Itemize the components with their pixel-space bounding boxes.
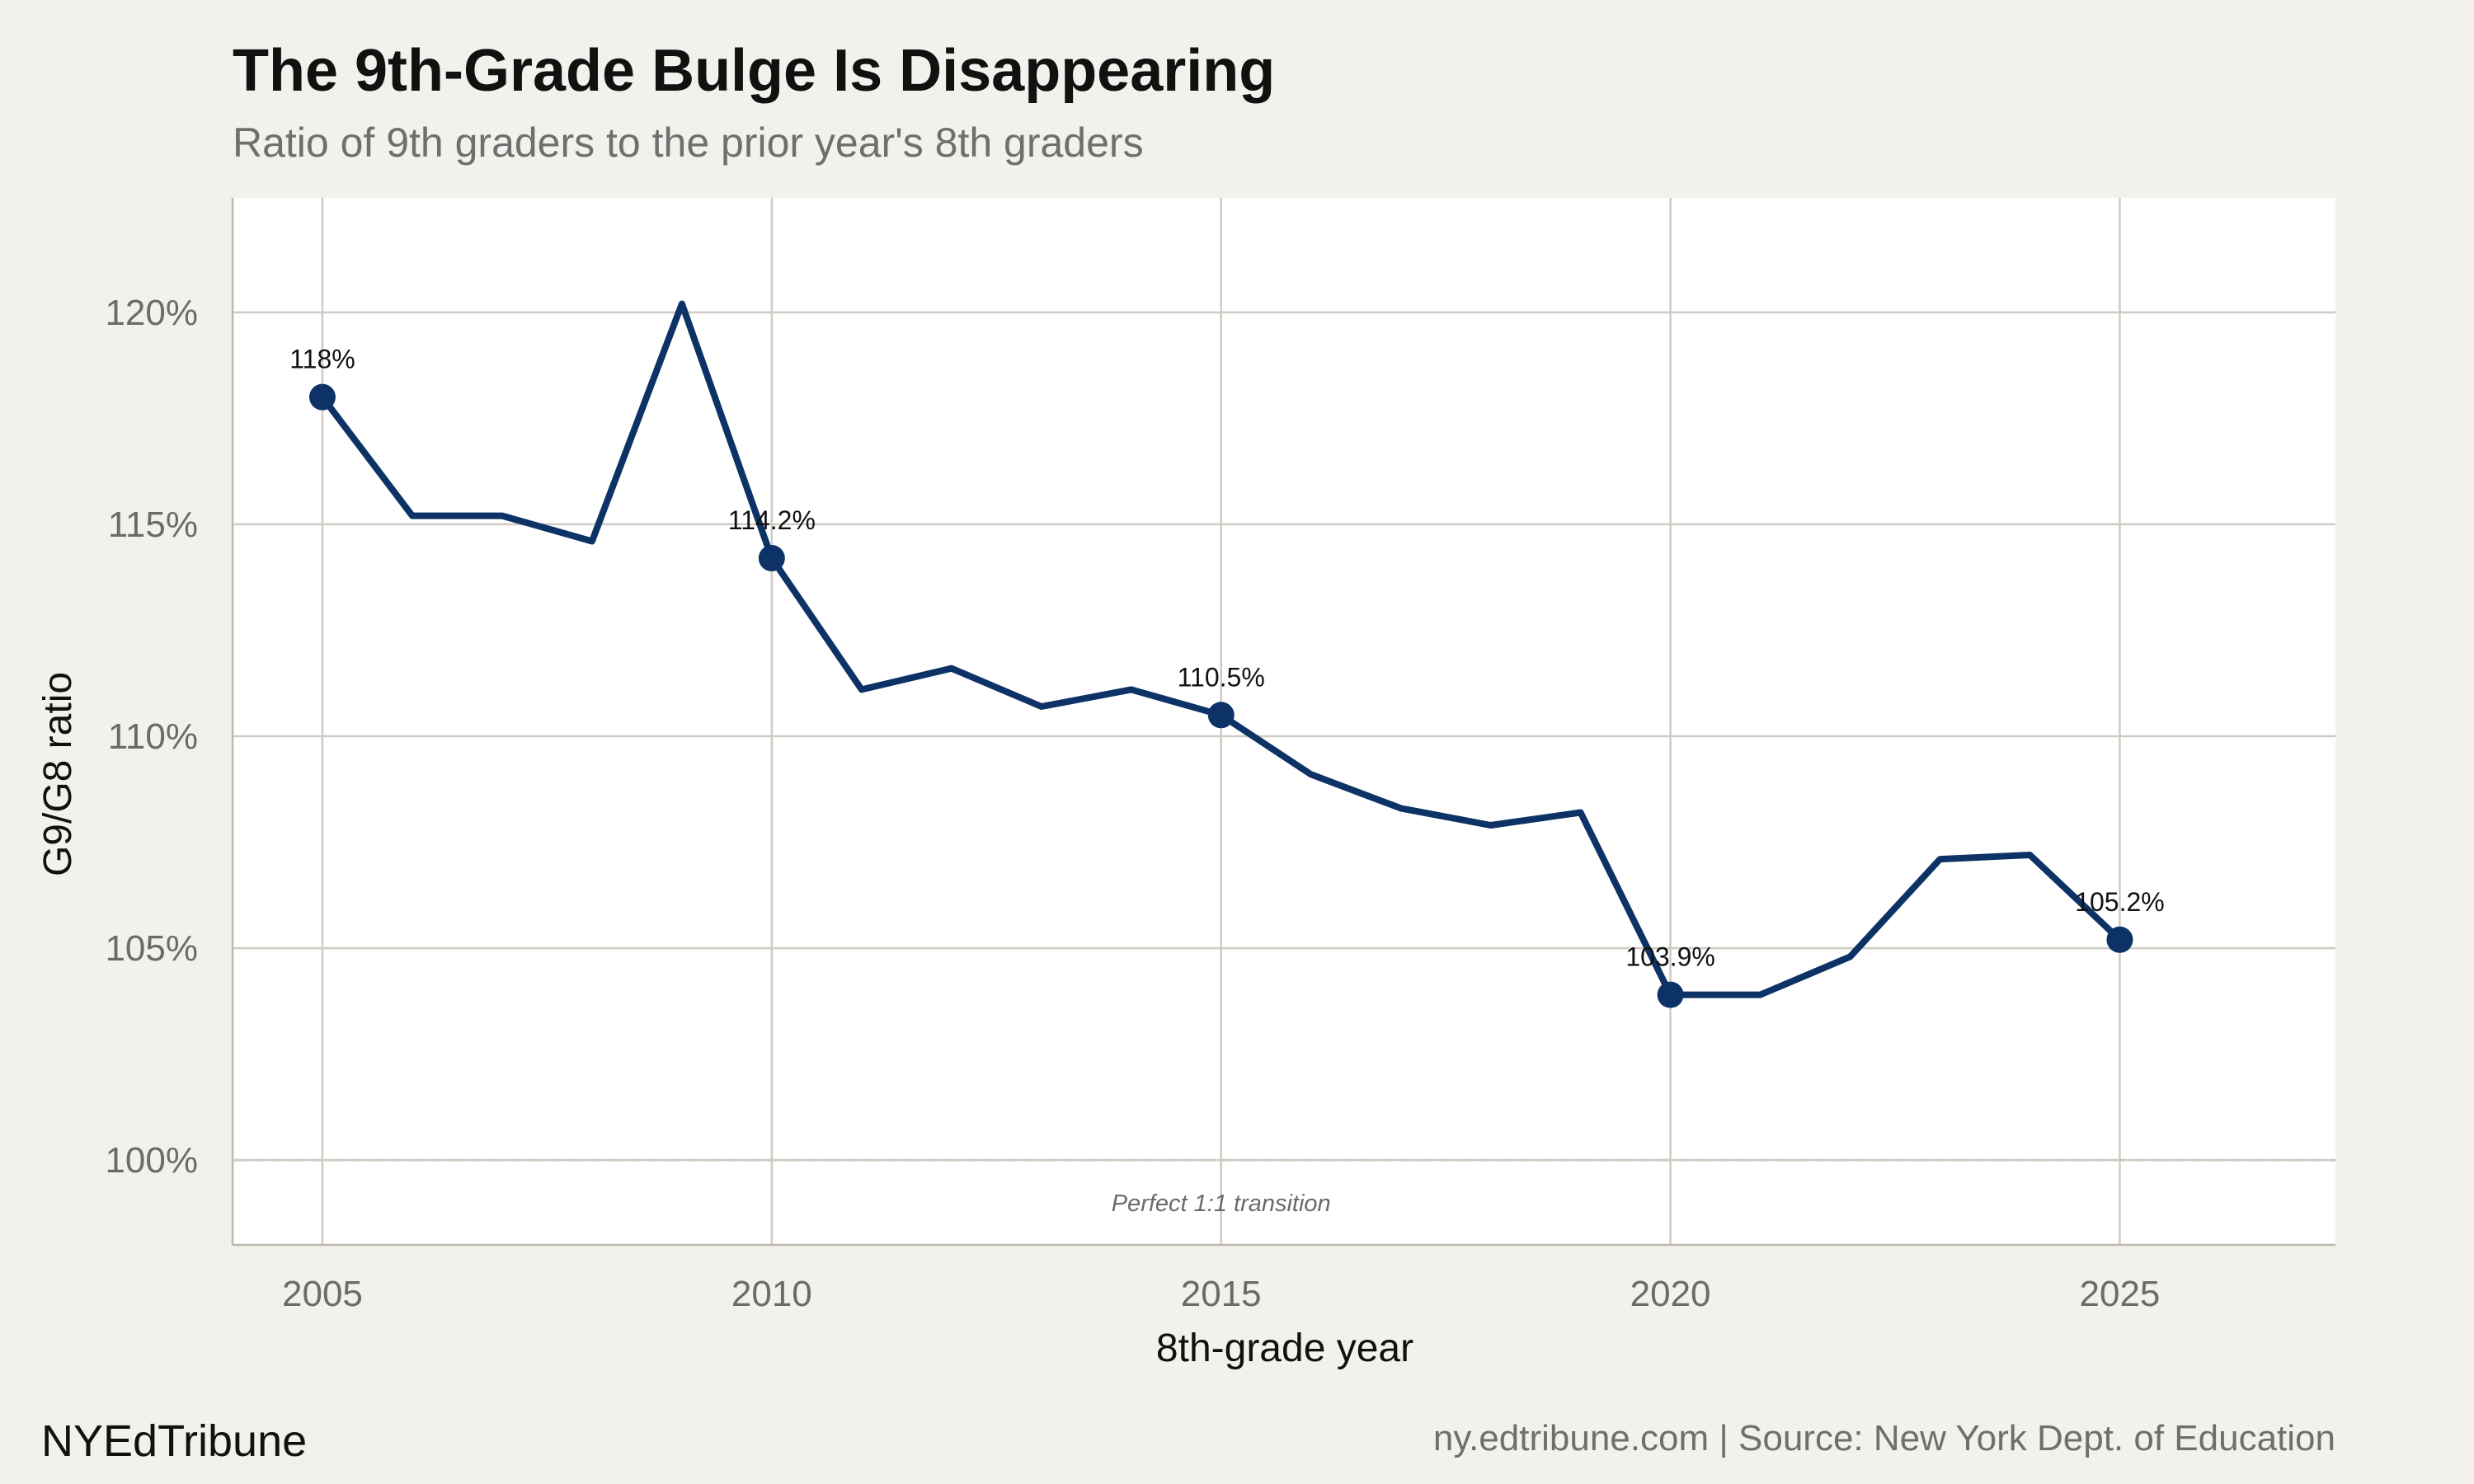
data-point-2005 — [308, 383, 336, 411]
grid — [231, 198, 2335, 1247]
x-tick-label-2005: 2005 — [282, 1274, 363, 1314]
x-tick-label-2010: 2010 — [731, 1274, 812, 1314]
data-point-2010 — [758, 545, 785, 572]
data-point-2015 — [1207, 702, 1235, 729]
y-tick-label-110%: 110% — [108, 716, 198, 757]
chart-subtitle: Ratio of 9th graders to the prior year's… — [233, 120, 1144, 166]
y-axis: 100% 105% 110% 115% 120% — [105, 293, 198, 1181]
x-axis: 2005 2010 2015 2020 2025 — [282, 1274, 2160, 1314]
chart-title: The 9th-Grade Bulge Is Disappearing — [233, 38, 1275, 104]
x-axis-title: 8th-grade year — [1156, 1327, 1413, 1370]
x-tick-label-2025: 2025 — [2080, 1274, 2161, 1314]
y-tick-label-100%: 100% — [105, 1140, 198, 1181]
source-credit: ny.edtribune.com | Source: New York Dept… — [1433, 1418, 2335, 1458]
x-tick-label-2015: 2015 — [1181, 1274, 1262, 1314]
data-point-2020 — [1657, 981, 1684, 1008]
x-tick-label-2020: 2020 — [1630, 1274, 1711, 1314]
data-label-2020: 103.9% — [1625, 942, 1715, 972]
data-label-2010: 114.2% — [728, 505, 816, 535]
reference-line-label: Perfect 1:1 transition — [1112, 1190, 1331, 1217]
plot-panel — [233, 198, 2335, 1245]
y-tick-label-115%: 115% — [108, 505, 198, 545]
y-tick-label-120%: 120% — [105, 293, 198, 333]
reference-line-group: Perfect 1:1 transition — [233, 1158, 2335, 1217]
y-axis-title: G9/G8 ratio — [36, 672, 80, 876]
plot-area: Perfect 1:1 transition 118%114.2%110.5%1… — [231, 198, 2335, 1247]
brand-logo-text: NYEdTribune — [41, 1416, 307, 1466]
data-labels: 118% 114.2% 110.5% 103.9% 105.2% — [289, 345, 2164, 972]
data-point-2025 — [2106, 926, 2133, 953]
y-tick-label-105%: 105% — [105, 928, 198, 969]
series-layer — [308, 300, 2133, 1008]
data-label-2015: 110.5% — [1178, 662, 1265, 692]
data-label-2025: 105.2% — [2075, 887, 2165, 917]
data-label-2005: 118% — [289, 345, 355, 374]
